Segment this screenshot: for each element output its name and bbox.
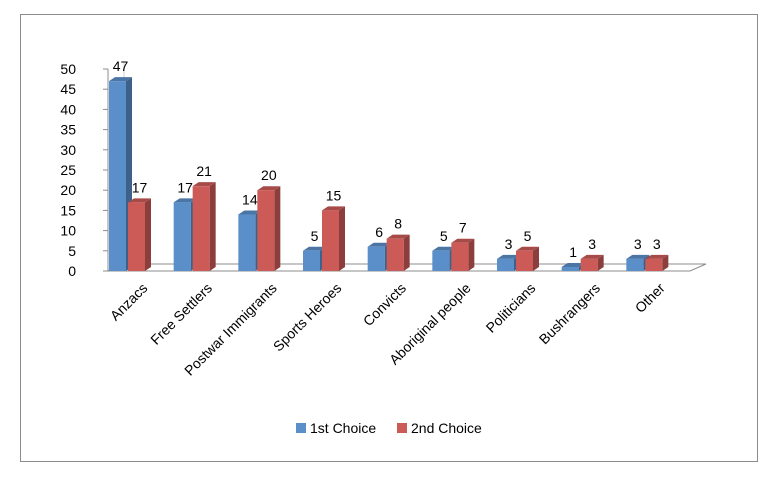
bar-second-choice [645,258,663,271]
bar-first-choice [497,258,514,271]
data-label: 21 [196,163,212,179]
bar-side [209,182,216,271]
data-label: 5 [440,228,448,244]
bar-side [662,254,669,271]
bar-first-choice [626,258,644,271]
data-label: 14 [242,191,258,207]
bar-second-choice [322,210,339,271]
data-label: 1 [569,244,577,260]
data-label: 7 [459,220,467,236]
bar-top [367,242,391,247]
bar-second-choice [192,186,210,271]
bar-second-choice [451,242,469,271]
y-tick-label: 25 [60,162,76,178]
bar-top [173,198,197,203]
y-tick-label: 5 [68,243,76,259]
bar-second-choice [516,250,533,271]
bar-first-choice [561,266,579,271]
bar-side [403,234,410,271]
data-label: 3 [634,236,642,252]
legend-swatch [296,423,306,433]
bar-second-choice [386,238,404,271]
x-category-label: Politicians [483,280,539,336]
bar-second-choice [580,258,598,271]
y-tick-label: 50 [60,61,76,77]
data-label: 8 [394,216,402,232]
y-tick-label: 0 [68,263,76,279]
x-category-label: Free Settlers [147,280,215,348]
y-tick-label: 45 [60,81,76,97]
data-label: 5 [524,228,532,244]
data-label: 3 [588,236,596,252]
y-tick-label: 40 [60,101,76,117]
bar-second-choice [128,202,145,271]
bar-top [386,234,410,239]
bar-top [257,186,281,191]
y-tick-label: 20 [60,182,76,198]
bar-top [626,254,650,259]
bar-top [128,198,151,203]
bar-second-choice [257,190,275,271]
bar-top [580,254,604,259]
legend-label: 1st Choice [310,420,376,436]
bar-top [516,246,539,251]
data-label: 20 [261,167,277,183]
data-label: 6 [375,224,383,240]
bar-top [192,182,216,187]
data-label: 15 [326,187,342,203]
bar-first-choice [367,246,385,271]
bar-first-choice [303,250,320,271]
x-category-label: Sports Heroes [270,280,345,355]
y-tick-label: 10 [60,223,76,239]
bar-side [339,206,345,271]
x-category-label: Convicts [360,280,409,329]
bar-top [561,262,585,267]
y-tick-label: 30 [60,142,76,158]
bar-top [238,210,262,215]
bar-side [274,186,281,271]
bar-side [468,238,475,271]
bar-side [533,246,539,271]
data-label: 3 [505,236,513,252]
bar-first-choice [432,250,450,271]
bar-top [432,246,456,251]
legend-swatch [397,423,407,433]
data-label: 17 [132,179,148,195]
y-tick-label: 15 [60,202,76,218]
x-category-label: Bushrangers [536,280,603,347]
data-label: 3 [653,236,661,252]
bar-top [645,254,669,259]
x-category-label: Anzacs [107,280,151,324]
bar-side [597,254,604,271]
bar-first-choice [238,214,256,271]
y-tick-label: 35 [60,122,76,138]
legend-label: 2nd Choice [411,420,482,436]
bar-top [451,238,475,243]
bar-first-choice [109,81,126,272]
x-category-label: Other [632,280,668,316]
bar-side [145,198,151,271]
bar-top [303,246,326,251]
bar-top [322,206,345,211]
data-label: 5 [311,228,319,244]
data-label: 17 [177,179,193,195]
bar-top [109,77,132,82]
data-label: 47 [113,58,129,74]
bar-first-choice [173,202,191,271]
bar-top [497,254,520,259]
